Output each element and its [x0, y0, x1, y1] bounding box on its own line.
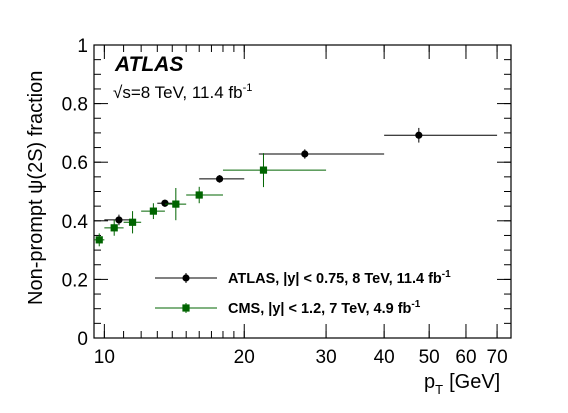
data-point-square — [128, 218, 137, 226]
y-tick-label: 0.8 — [62, 95, 88, 116]
data-point-circle — [301, 150, 309, 158]
data-point-square — [95, 236, 103, 244]
y-tick-label: 0.4 — [62, 212, 89, 233]
legend-label-text: ATLAS, |y| < 0.75, 8 TeV, 11.4 fb — [228, 271, 442, 287]
series-cms — [94, 153, 327, 247]
data-point-square — [195, 191, 203, 199]
legend-label-text: CMS, |y| < 1.2, 7 TeV, 4.9 fb — [228, 301, 412, 317]
y-tick-label: 1 — [77, 36, 88, 57]
x-tick-label: 30 — [316, 347, 337, 368]
x-axis-title-main: p — [424, 371, 435, 393]
x-axis-title-unit: [GeV] — [449, 371, 500, 393]
energy-superscript: -1 — [243, 82, 253, 94]
data-point-square — [259, 166, 268, 174]
ticks-layer: 0 0.2 0.4 0.6 0.8 1 10 20 30 40 50 60 70 — [62, 36, 511, 368]
series-atlas — [104, 127, 498, 226]
legend-marker-circle — [182, 274, 190, 282]
x-tick-label: 50 — [419, 347, 440, 368]
energy-sqrt-symbol: √ — [113, 83, 123, 102]
x-tick-label: 10 — [94, 347, 115, 368]
data-point-square — [149, 207, 157, 215]
experiment-logo: ATLAS — [114, 53, 183, 76]
x-tick-label: 60 — [455, 347, 476, 368]
data-layer — [94, 127, 498, 247]
legend-label-superscript: -1 — [442, 269, 451, 280]
data-point-circle — [215, 175, 224, 183]
x-tick-label: 20 — [234, 347, 255, 368]
data-point-circle — [415, 131, 423, 139]
legend-label-superscript: -1 — [411, 299, 420, 310]
legend: ATLAS, |y| < 0.75, 8 TeV, 11.4 fb-1CMS, … — [155, 269, 451, 317]
y-axis-title: Non-prompt ψ(2S) fraction — [25, 71, 47, 305]
y-tick-label: 0 — [77, 329, 88, 350]
legend-label: ATLAS, |y| < 0.75, 8 TeV, 11.4 fb-1 — [228, 269, 451, 287]
y-tick-label: 0.6 — [62, 153, 88, 174]
legend-label: CMS, |y| < 1.2, 7 TeV, 4.9 fb-1 — [228, 299, 421, 317]
data-point-square — [110, 224, 118, 232]
x-tick-label: 70 — [487, 347, 508, 368]
x-tick-label: 40 — [374, 347, 395, 368]
data-point-square — [172, 200, 180, 208]
energy-luminosity-label: √s=8 TeV, 11.4 fb-1 — [113, 82, 252, 102]
x-axis-title-subscript: T — [435, 382, 443, 397]
data-point-circle — [115, 216, 123, 224]
data-point-circle — [161, 199, 169, 207]
x-axis-title: pT [GeV] — [424, 371, 500, 397]
y-tick-label: 0.2 — [62, 270, 88, 291]
energy-text: s=8 TeV, 11.4 fb — [122, 83, 242, 102]
legend-marker-square — [182, 304, 190, 312]
